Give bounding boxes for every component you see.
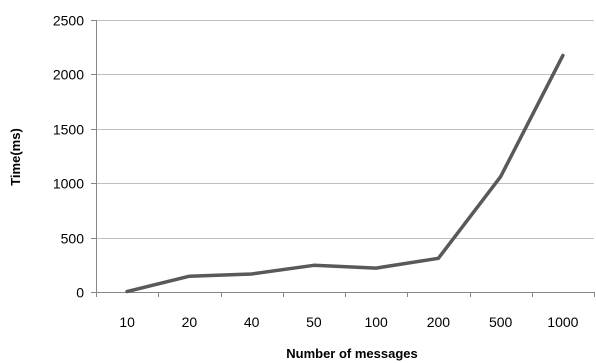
x-tick-label-200: 200: [427, 314, 451, 330]
x-tick-label-100: 100: [364, 314, 388, 330]
y-tick-label-1000: 1000: [53, 176, 84, 192]
y-tick-label-0: 0: [76, 285, 84, 301]
x-tick-label-50: 50: [306, 314, 322, 330]
y-tick-label-2000: 2000: [53, 67, 84, 83]
series-line-0: [125, 53, 565, 294]
x-tick-label-20: 20: [182, 314, 198, 330]
x-tick-label-500: 500: [489, 314, 513, 330]
x-tick-label-40: 40: [244, 314, 260, 330]
series-lines: [125, 53, 565, 294]
x-axis-title: Number of messages: [286, 346, 418, 361]
x-tick-label-1000: 1000: [547, 314, 578, 330]
x-tick-label-10: 10: [119, 314, 135, 330]
tick-labels: 0 500 1000 1500 2000 2500 10 20 40 50 100 200 500 100…: [53, 13, 579, 331]
y-tick-label-1500: 1500: [53, 122, 84, 138]
gridlines: [96, 20, 594, 239]
axes: [91, 20, 595, 297]
y-tick-label-2500: 2500: [53, 13, 84, 29]
y-tick-label-500: 500: [61, 231, 85, 247]
y-axis-title: Time(ms): [8, 128, 23, 186]
